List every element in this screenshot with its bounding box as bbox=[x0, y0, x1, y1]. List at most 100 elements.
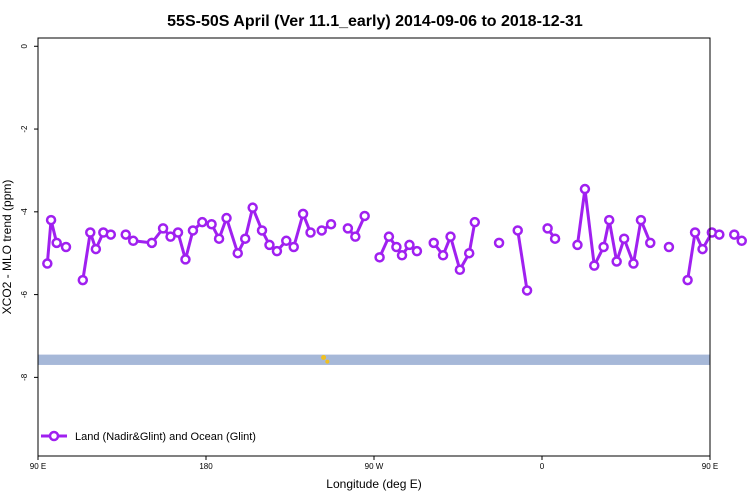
data-coverage-band bbox=[38, 354, 710, 365]
data-point bbox=[572, 239, 583, 251]
data-point bbox=[288, 241, 299, 253]
data-point bbox=[714, 229, 725, 240]
data-point bbox=[172, 227, 184, 238]
data-point bbox=[445, 231, 456, 242]
y-tick-label: -2 bbox=[20, 125, 29, 133]
y-tick-label: -8 bbox=[20, 373, 29, 381]
data-point bbox=[463, 247, 475, 259]
data-point bbox=[281, 235, 292, 247]
data-point bbox=[157, 223, 169, 234]
data-point bbox=[697, 243, 708, 255]
data-point bbox=[305, 227, 316, 238]
data-point bbox=[127, 235, 139, 247]
x-axis-label: Longitude (deg E) bbox=[326, 477, 421, 491]
data-point bbox=[512, 225, 523, 236]
data-point bbox=[374, 252, 385, 263]
series-line-segment bbox=[686, 231, 720, 281]
data-point bbox=[611, 256, 622, 267]
data-point bbox=[90, 243, 102, 255]
data-point bbox=[85, 227, 96, 238]
data-point bbox=[221, 212, 232, 224]
y-axis-ticks: 0 -2 -4 -6 -8 bbox=[20, 44, 38, 381]
data-point bbox=[256, 225, 268, 236]
y-tick-label: -4 bbox=[20, 208, 29, 216]
legend: Land (Nadir&Glint) and Ocean (Glint) bbox=[41, 430, 256, 443]
legend-label: Land (Nadir&Glint) and Ocean (Glint) bbox=[75, 431, 256, 443]
chart-title: 55S-50S April (Ver 11.1_early) 2014-09-0… bbox=[167, 13, 583, 30]
data-point bbox=[342, 223, 354, 234]
data-point bbox=[247, 202, 258, 213]
data-point bbox=[146, 237, 158, 249]
data-point bbox=[635, 214, 647, 226]
data-point bbox=[549, 233, 561, 244]
x-tick-label: 90 W bbox=[365, 462, 384, 471]
series-line-segment bbox=[124, 206, 312, 261]
data-point bbox=[589, 260, 600, 271]
series-layer bbox=[42, 183, 747, 296]
coverage-band-accent bbox=[325, 359, 330, 364]
data-point bbox=[404, 239, 415, 251]
data-point bbox=[105, 229, 117, 240]
coverage-band-accent bbox=[321, 355, 327, 361]
x-axis-ticks: 90 E 180 90 W 0 90 E bbox=[30, 456, 718, 471]
plot-frame bbox=[37, 37, 711, 457]
data-point bbox=[77, 274, 89, 286]
legend-marker bbox=[48, 430, 60, 442]
data-point bbox=[45, 214, 57, 226]
data-point bbox=[239, 233, 251, 244]
data-point bbox=[542, 223, 553, 234]
data-point bbox=[628, 258, 639, 269]
series-line-segment bbox=[81, 231, 112, 281]
data-point bbox=[297, 208, 309, 220]
data-point bbox=[469, 216, 481, 228]
data-point bbox=[454, 264, 466, 276]
data-point bbox=[232, 247, 243, 259]
data-point bbox=[645, 237, 656, 249]
data-point bbox=[603, 214, 615, 226]
series-line-segment bbox=[575, 187, 652, 268]
data-point bbox=[359, 210, 370, 222]
data-point bbox=[598, 241, 609, 253]
y-tick-label: 0 bbox=[20, 44, 29, 49]
data-point bbox=[428, 237, 439, 249]
coverage-band bbox=[38, 354, 710, 365]
series-line-segment bbox=[516, 230, 529, 291]
data-point bbox=[437, 250, 449, 261]
data-point bbox=[411, 245, 423, 257]
data-point bbox=[493, 237, 505, 249]
x-tick-label: 0 bbox=[540, 462, 545, 471]
data-point bbox=[264, 239, 275, 251]
data-point bbox=[618, 233, 630, 244]
data-point bbox=[51, 237, 62, 249]
data-point bbox=[325, 218, 337, 230]
data-point bbox=[396, 250, 408, 261]
data-point bbox=[521, 285, 533, 296]
data-point bbox=[729, 229, 740, 240]
y-tick-label: -6 bbox=[20, 290, 29, 298]
data-point bbox=[187, 225, 199, 236]
data-point bbox=[180, 254, 191, 265]
data-point bbox=[42, 258, 53, 269]
data-point bbox=[316, 225, 327, 236]
data-point bbox=[206, 218, 217, 230]
series-line-segment bbox=[432, 221, 477, 272]
data-point bbox=[383, 231, 395, 242]
x-tick-label: 90 E bbox=[702, 462, 718, 471]
data-point bbox=[663, 241, 675, 253]
data-point bbox=[736, 235, 747, 247]
data-point bbox=[120, 229, 131, 240]
data-point bbox=[579, 183, 591, 195]
data-point bbox=[350, 231, 361, 242]
data-point bbox=[197, 216, 208, 228]
data-point bbox=[391, 241, 402, 253]
data-point bbox=[165, 231, 176, 242]
y-axis-label: XCO2 - MLO trend (ppm) bbox=[0, 180, 14, 315]
data-point bbox=[271, 245, 283, 257]
x-tick-label: 90 E bbox=[30, 462, 46, 471]
data-point bbox=[682, 274, 693, 286]
x-tick-label: 180 bbox=[199, 462, 213, 471]
data-point bbox=[689, 227, 701, 238]
data-point bbox=[213, 233, 225, 244]
data-point bbox=[60, 241, 72, 253]
